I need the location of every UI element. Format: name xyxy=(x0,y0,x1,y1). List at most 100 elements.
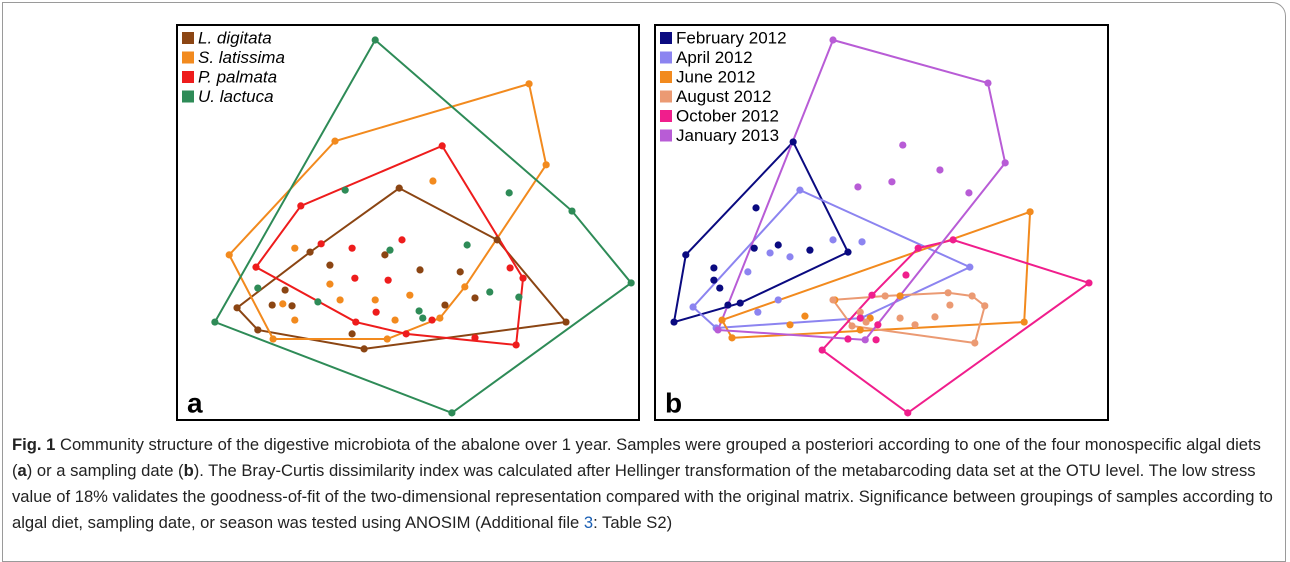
sample-point xyxy=(806,246,814,254)
sample-point xyxy=(984,79,992,87)
sample-point xyxy=(211,318,219,326)
sample-point xyxy=(904,409,912,417)
caption-panel-ref: a xyxy=(17,461,27,480)
legend-label: L. digitata xyxy=(198,28,272,47)
sample-point xyxy=(254,284,262,292)
legend-label: P. palmata xyxy=(198,67,277,86)
sample-point xyxy=(493,236,501,244)
sample-point xyxy=(1026,208,1034,216)
sample-point xyxy=(801,312,809,320)
caption-text: : Table S2) xyxy=(593,513,673,532)
legend-label: August 2012 xyxy=(676,87,771,106)
sample-point xyxy=(829,296,837,304)
sample-point xyxy=(750,244,758,252)
legend-swatch xyxy=(182,32,194,44)
sample-point xyxy=(416,266,424,274)
sample-point xyxy=(896,292,904,300)
legend-swatch xyxy=(660,90,672,103)
sample-point xyxy=(279,300,287,308)
sample-point xyxy=(288,302,296,310)
legend-swatch xyxy=(182,71,194,83)
legend-label: February 2012 xyxy=(676,28,787,47)
sample-point xyxy=(254,326,262,334)
sample-point xyxy=(786,321,794,329)
legend-label: April 2012 xyxy=(676,48,753,67)
sample-point xyxy=(505,189,513,197)
group-hull xyxy=(831,291,986,345)
sample-point xyxy=(386,246,394,254)
sample-point xyxy=(796,186,804,194)
file-link[interactable]: 3 xyxy=(583,513,594,532)
sample-point xyxy=(506,264,514,272)
sample-point xyxy=(689,303,697,311)
sample-point xyxy=(351,274,359,282)
sample-point xyxy=(326,261,334,269)
sample-point xyxy=(965,189,973,197)
sample-point xyxy=(384,276,392,284)
sample-point xyxy=(728,334,736,342)
sample-point xyxy=(899,141,907,149)
sample-point xyxy=(716,284,724,292)
sample-point xyxy=(914,244,922,252)
legend-swatch xyxy=(660,129,672,142)
sample-point xyxy=(868,291,876,299)
sample-point xyxy=(874,321,882,329)
panel-label: a xyxy=(187,387,203,418)
sample-point xyxy=(233,304,241,312)
sample-point xyxy=(225,251,233,259)
caption-label: Fig. 1 xyxy=(12,435,56,454)
sample-point xyxy=(360,345,368,353)
sample-point xyxy=(317,240,325,248)
legend-swatch xyxy=(660,71,672,83)
sample-point xyxy=(848,322,856,330)
sample-point xyxy=(281,286,289,294)
sample-point xyxy=(896,314,904,322)
caption: Fig. 1 Community structure of the digest… xyxy=(12,432,1280,536)
sample-point xyxy=(381,251,389,259)
sample-point xyxy=(949,236,957,244)
group-hull xyxy=(254,144,525,347)
sample-point xyxy=(448,409,456,417)
sample-point xyxy=(519,274,527,282)
sample-point xyxy=(786,253,794,261)
sample-point xyxy=(391,316,399,324)
sample-point xyxy=(829,36,837,44)
sample-point xyxy=(710,276,718,284)
panel-border xyxy=(176,24,640,421)
sample-point xyxy=(415,307,423,315)
sample-point xyxy=(371,296,379,304)
sample-point xyxy=(306,248,314,256)
sample-point xyxy=(872,336,880,344)
sample-point xyxy=(766,249,774,257)
sample-point xyxy=(562,318,570,326)
sample-point xyxy=(348,244,356,252)
group-hull xyxy=(716,38,1007,341)
legend-swatch xyxy=(660,51,672,64)
sample-point xyxy=(515,293,523,301)
sample-point xyxy=(402,330,410,338)
sample-point xyxy=(881,292,889,300)
sample-point xyxy=(856,314,864,322)
sample-point xyxy=(398,236,406,244)
sample-point xyxy=(829,236,837,244)
sample-point xyxy=(936,166,944,174)
sample-point xyxy=(971,339,979,347)
legend-swatch xyxy=(182,51,194,64)
sample-point xyxy=(724,301,732,309)
sample-point xyxy=(568,207,576,215)
sample-point xyxy=(336,296,344,304)
sample-point xyxy=(861,336,869,344)
sample-point xyxy=(1085,279,1093,287)
sample-point xyxy=(252,263,260,271)
sample-point xyxy=(888,178,896,186)
sample-point xyxy=(461,283,469,291)
sample-point xyxy=(463,241,471,249)
sample-point xyxy=(326,280,334,288)
sample-point xyxy=(1020,318,1028,326)
sample-point xyxy=(383,335,391,343)
sample-point xyxy=(902,271,910,279)
sample-point xyxy=(269,335,277,343)
sample-point xyxy=(352,318,360,326)
sample-point xyxy=(314,298,322,306)
